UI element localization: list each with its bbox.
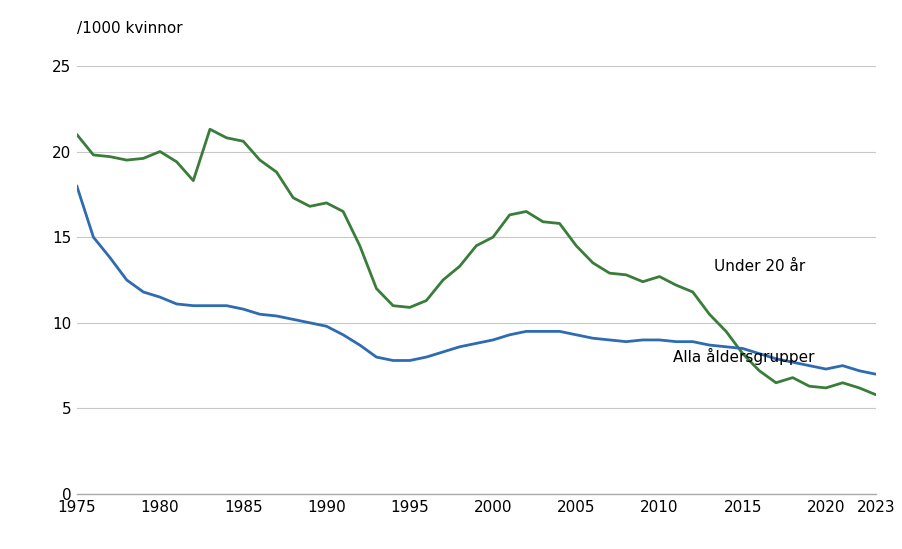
Text: Under 20 år: Under 20 år bbox=[713, 259, 805, 274]
Text: Alla åldersgrupper: Alla åldersgrupper bbox=[672, 348, 814, 365]
Text: /1000 kvinnor: /1000 kvinnor bbox=[77, 21, 182, 36]
